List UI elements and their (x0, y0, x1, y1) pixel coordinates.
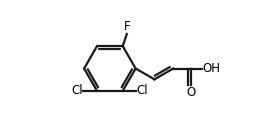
Text: Cl: Cl (137, 84, 148, 97)
Text: Cl: Cl (72, 84, 83, 97)
Text: O: O (186, 86, 195, 99)
Text: OH: OH (203, 62, 221, 75)
Text: F: F (124, 20, 130, 33)
